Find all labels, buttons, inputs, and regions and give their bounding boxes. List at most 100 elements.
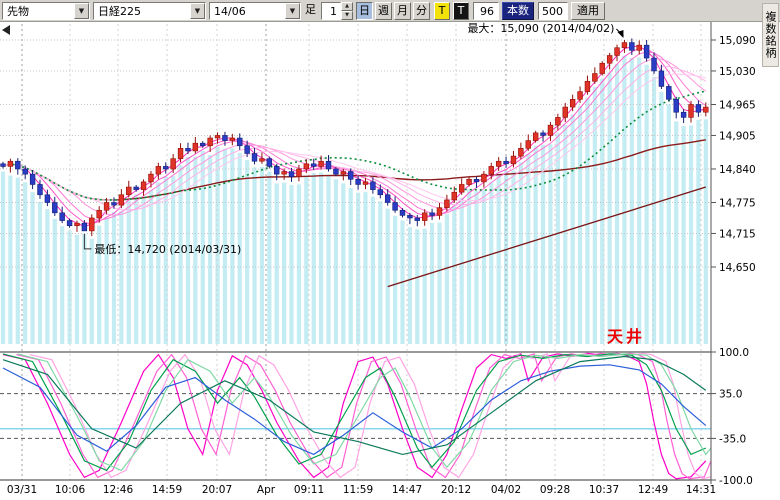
candle xyxy=(281,171,287,175)
spinner-up-icon[interactable]: ▲ xyxy=(341,2,353,11)
instrument-dropdown[interactable]: 先物 ▼ xyxy=(2,2,90,20)
tick-button-black[interactable]: T xyxy=(453,2,469,20)
gridlines xyxy=(0,24,711,480)
candle xyxy=(414,217,420,221)
candle xyxy=(274,166,280,175)
candle xyxy=(118,194,125,206)
bar-type-label: 足 xyxy=(305,3,316,16)
candle xyxy=(458,184,465,193)
candle xyxy=(503,160,509,165)
spinner-down-icon[interactable]: ▼ xyxy=(341,11,353,20)
symbol-value: 日経225 xyxy=(98,5,141,18)
candle xyxy=(592,73,598,82)
candle xyxy=(325,160,332,170)
candle xyxy=(229,137,236,141)
candle xyxy=(695,104,702,113)
candle xyxy=(296,168,302,178)
dropdown-arrow-icon[interactable]: ▼ xyxy=(74,3,89,19)
candle xyxy=(599,62,605,74)
scroll-left-icon[interactable] xyxy=(2,25,10,35)
apply-button[interactable]: 適用 xyxy=(571,2,605,20)
candle xyxy=(562,106,568,118)
candle xyxy=(510,155,517,165)
toolbar: 先物 ▼ 日経225 ▼ 14/06 ▼ 足 1 ▲ ▼ 日 週 月 分 T T… xyxy=(0,0,780,22)
candle xyxy=(488,166,494,175)
range-input[interactable]: 500 xyxy=(538,2,568,20)
candle xyxy=(481,173,487,183)
time-axis-label: 14:59 xyxy=(152,484,182,496)
price-axis-label: 14,965 xyxy=(719,99,756,111)
candle xyxy=(444,199,450,208)
multi-symbol-tab[interactable]: 複数銘柄 xyxy=(762,3,779,67)
candle xyxy=(15,160,21,170)
candle xyxy=(126,186,132,196)
ma-ribbon-line xyxy=(2,66,707,211)
time-axis-label: 14:47 xyxy=(392,484,422,496)
candle xyxy=(81,222,88,232)
price-axis-label: 14,905 xyxy=(719,130,756,142)
price-axis-label: 15,030 xyxy=(719,66,756,78)
ma-ribbon-line xyxy=(2,58,707,216)
candle xyxy=(540,132,546,136)
candle xyxy=(29,173,36,185)
candle xyxy=(111,202,117,206)
candle xyxy=(207,137,213,147)
contract-month-value: 14/06 xyxy=(214,5,246,18)
dropdown-arrow-icon[interactable]: ▼ xyxy=(190,3,205,19)
symbol-dropdown[interactable]: 日経225 ▼ xyxy=(93,2,206,20)
candle xyxy=(214,135,221,139)
candle xyxy=(200,142,206,147)
candle xyxy=(525,140,531,149)
candle xyxy=(89,217,95,232)
bar-count-button[interactable]: 本数 xyxy=(502,2,534,20)
candle xyxy=(185,148,191,152)
candle xyxy=(606,55,613,64)
bar-count-input[interactable]: 96 xyxy=(473,2,499,20)
candle xyxy=(333,168,339,175)
candle xyxy=(518,148,524,157)
tick-button-yellow[interactable]: T xyxy=(434,2,450,20)
ma-ribbon-line xyxy=(2,47,706,225)
axes: 15,090 15,030 14,965 14,905 14,840 14,775 14,7… xyxy=(2,22,756,496)
period-button-week[interactable]: 週 xyxy=(375,2,392,20)
candle xyxy=(303,163,310,170)
candle xyxy=(421,212,428,221)
period-button-month[interactable]: 月 xyxy=(394,2,411,20)
dropdown-arrow-icon[interactable]: ▼ xyxy=(285,3,300,19)
candle xyxy=(436,207,443,216)
candle xyxy=(251,153,258,162)
candle xyxy=(66,220,73,227)
candle xyxy=(7,160,14,167)
candle xyxy=(340,171,347,175)
rci-fast-line xyxy=(29,352,712,480)
candle xyxy=(244,145,250,154)
candle xyxy=(59,212,65,221)
candle xyxy=(163,166,169,170)
interval-spinner[interactable]: 1 ▲ ▼ xyxy=(321,2,353,20)
candle xyxy=(133,186,139,190)
candle xyxy=(377,189,383,196)
candle xyxy=(259,158,265,162)
chart-canvas[interactable]: 最大：15,090 (2014/04/02) 最低：14,720 (2014/03… xyxy=(0,22,780,500)
candle xyxy=(614,47,620,56)
candle xyxy=(643,44,650,59)
contract-month-dropdown[interactable]: 14/06 ▼ xyxy=(209,2,301,20)
candle xyxy=(170,158,176,170)
candle xyxy=(318,160,324,167)
period-button-minute[interactable]: 分 xyxy=(413,2,430,20)
max-price-annotation: 最大：15,090 (2014/04/02) xyxy=(467,22,614,35)
candle xyxy=(429,212,435,216)
max-annotation-arrowhead xyxy=(617,30,624,38)
candle xyxy=(288,171,295,178)
candle xyxy=(103,202,110,211)
candle xyxy=(355,178,361,185)
time-axis-label: 10:06 xyxy=(55,484,86,496)
candle xyxy=(44,194,51,203)
candle xyxy=(532,132,539,141)
time-axis-label: 10:37 xyxy=(589,484,619,496)
candle xyxy=(52,202,58,214)
period-button-day[interactable]: 日 xyxy=(356,2,373,20)
ceiling-annotation: 天井 xyxy=(607,327,645,346)
time-axis-label: 03/31 xyxy=(7,484,37,496)
interval-value[interactable]: 1 xyxy=(321,2,341,20)
